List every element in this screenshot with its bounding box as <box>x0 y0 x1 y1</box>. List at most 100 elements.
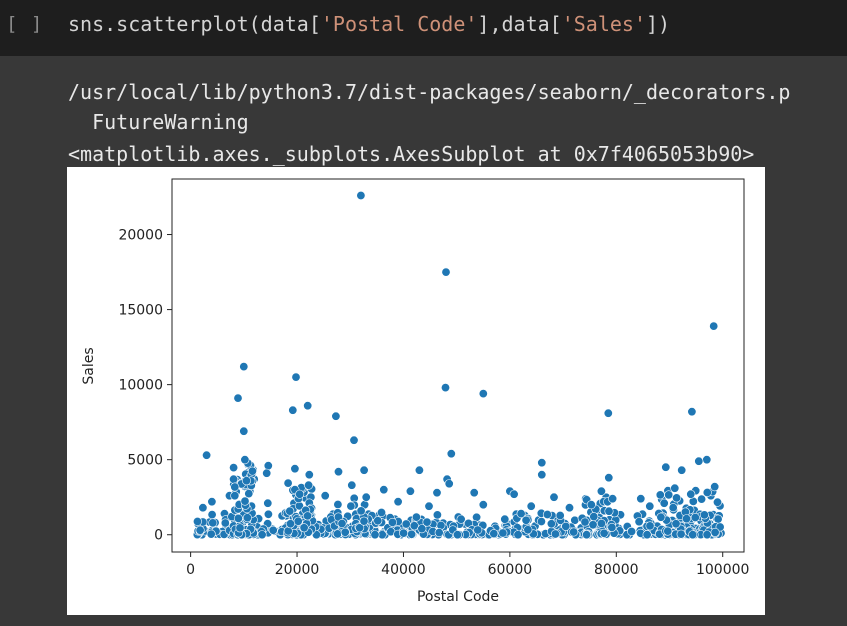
scatter-point <box>550 529 560 539</box>
scatter-point <box>361 492 371 502</box>
scatter-point <box>303 511 313 521</box>
scatter-point <box>356 190 366 200</box>
scatter-point <box>694 456 704 466</box>
scatter-point <box>333 467 343 477</box>
scatter-point <box>268 525 278 535</box>
scatter-point <box>233 513 243 523</box>
scatter-point <box>677 465 687 475</box>
scatter-point <box>349 435 359 445</box>
scatter-point <box>478 500 488 510</box>
scatter-point <box>702 455 712 465</box>
code-arg-postal-code: 'Postal Code' <box>320 12 478 36</box>
scatter-point <box>242 476 252 486</box>
scatter-point <box>434 528 444 538</box>
scatter-point <box>432 488 442 498</box>
scatter-point <box>331 411 341 421</box>
scatter-point <box>645 501 655 511</box>
scatter-point <box>642 530 652 540</box>
scatter-point <box>702 530 712 540</box>
scatter-point <box>220 518 230 528</box>
scatter-point <box>509 489 519 499</box>
scatter-point <box>440 383 450 393</box>
scatter-point <box>599 528 609 538</box>
scatter-point <box>710 527 720 537</box>
x-tick-label: 0 <box>186 562 195 578</box>
scatter-point <box>409 521 419 531</box>
scatter-point <box>546 519 556 529</box>
scatter-point <box>608 494 618 504</box>
code-cell-input[interactable]: [ ] sns.scatterplot(data['Postal Code'],… <box>0 0 847 56</box>
scatter-point <box>346 501 356 511</box>
x-tick-label: 80000 <box>594 562 639 578</box>
warning-path-text: /usr/local/lib/python3.7/dist-packages/s… <box>68 80 791 104</box>
scatter-point <box>304 480 314 490</box>
scatter-point <box>202 450 212 460</box>
code-suffix: ]) <box>646 12 671 36</box>
scatter-point <box>452 530 462 540</box>
scatter-point <box>688 530 698 540</box>
run-cell-button[interactable]: [ ] <box>6 13 44 35</box>
scatter-points <box>192 190 726 540</box>
scatter-point <box>604 473 614 483</box>
code-arg-sales: 'Sales' <box>561 12 647 36</box>
code-line[interactable]: sns.scatterplot(data['Postal Code'],data… <box>68 12 670 36</box>
scatter-point <box>478 389 488 399</box>
scatter-point <box>263 509 273 519</box>
scatter-point <box>596 486 606 496</box>
scatter-point <box>263 498 273 508</box>
scatter-point <box>668 503 678 513</box>
scatter-point <box>387 517 397 527</box>
scatter-point <box>604 506 614 516</box>
scatter-point <box>417 524 427 534</box>
scatter-point <box>376 507 386 517</box>
scatter-point <box>589 512 599 522</box>
scatter-point <box>676 529 686 539</box>
scatter-point <box>569 527 579 537</box>
scatter-point <box>686 489 696 499</box>
scatter-point <box>537 470 547 480</box>
scatter-point <box>645 521 655 531</box>
scatter-point <box>373 516 383 526</box>
warning-name-text: FutureWarning <box>68 110 249 134</box>
scatter-point <box>555 510 565 520</box>
scatter-point <box>207 497 217 507</box>
scatter-point <box>536 516 546 526</box>
scatter-point <box>655 490 665 500</box>
scatter-point <box>627 526 637 536</box>
scatter-point <box>580 517 590 527</box>
scatter-point <box>411 512 421 522</box>
scatter-point <box>710 482 720 492</box>
scatter-point <box>697 494 707 504</box>
scatter-point <box>672 493 682 503</box>
scatter-point <box>285 506 295 516</box>
scatter-point <box>596 518 606 528</box>
scatter-point <box>712 497 722 507</box>
scatter-point <box>337 518 347 528</box>
scatter-point <box>407 529 417 539</box>
scatter-point <box>586 500 596 510</box>
scatter-point <box>690 512 700 522</box>
scatter-point <box>537 458 547 468</box>
scatter-point <box>521 515 531 525</box>
scatter-point <box>561 521 571 531</box>
scatter-point <box>588 520 598 530</box>
scatter-point <box>603 408 613 418</box>
scatter-point <box>229 463 239 473</box>
scatter-point <box>239 362 249 372</box>
scatter-point <box>320 491 330 501</box>
scatter-point <box>473 525 483 535</box>
scatter-point <box>230 491 240 501</box>
scatter-point <box>634 517 644 527</box>
axes-repr-text: <matplotlib.axes._subplots.AxesSubplot a… <box>68 142 755 166</box>
scatter-point <box>498 528 508 538</box>
scatter-point <box>661 462 671 472</box>
scatter-point <box>549 492 559 502</box>
scatter-point <box>441 267 451 277</box>
scatter-point <box>340 527 350 537</box>
scatter-point <box>709 321 719 331</box>
x-axis-ticks: 0 20000 40000 60000 80000 100000 <box>186 552 749 578</box>
scatter-point <box>283 478 293 488</box>
scatter-point <box>356 506 366 516</box>
scatter-point <box>523 525 533 535</box>
scatter-plot-svg: 0 20000 40000 60000 80000 100000 0 5000 10000 15… <box>81 178 749 605</box>
